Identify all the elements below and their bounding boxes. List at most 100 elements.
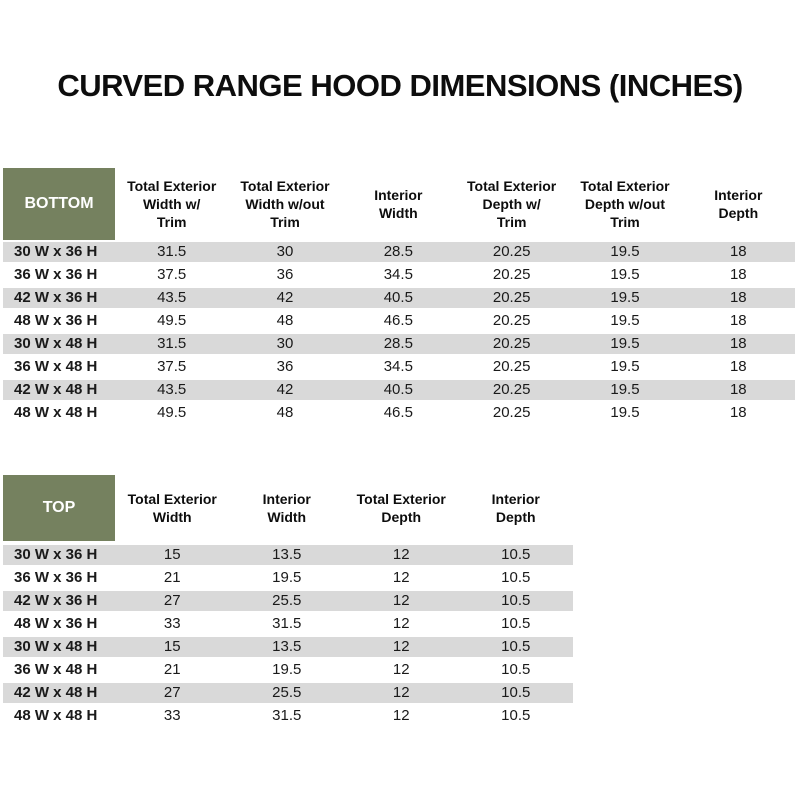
table-row: 36 W x 36 H 21 19.5 12 10.5: [3, 568, 573, 591]
value-cell-3: 20.25: [492, 312, 531, 329]
value-cell-0: 37.5: [157, 266, 187, 283]
table-top: TOP Total Exterior Width Interior Width Tot…: [3, 475, 573, 729]
value-cell-1: 36: [276, 358, 294, 375]
table-bottom: BOTTOM Total Exterior Width w/ Trim Total …: [3, 168, 795, 426]
value-cell-3: 10.5: [501, 615, 531, 632]
value-cell-3: 20.25: [492, 266, 531, 283]
value-cell-1: 36: [276, 266, 294, 283]
value-cell-4: 19.5: [610, 381, 640, 398]
table-row: 36 W x 48 H 37.5 36 34.5 20.25 19.5 18: [3, 357, 795, 380]
value-cell-3: 20.25: [492, 289, 531, 306]
table-row: 30 W x 48 H 15 13.5 12 10.5: [3, 637, 573, 660]
value-cell-2: 12: [392, 546, 410, 563]
value-cell-1: 25.5: [272, 684, 302, 701]
value-cell-5: 18: [729, 404, 747, 421]
value-cell-2: 12: [392, 707, 410, 724]
column-header-bottom-3: Total Exterior Depth w/ Trim: [467, 178, 557, 230]
row-label: 30 W x 36 H: [14, 243, 98, 260]
value-cell-2: 40.5: [383, 381, 413, 398]
value-cell-4: 19.5: [610, 243, 640, 260]
column-header-bottom-5: Interior Depth: [714, 187, 763, 221]
value-cell-0: 21: [163, 569, 181, 586]
value-cell-0: 49.5: [157, 312, 187, 329]
value-cell-3: 10.5: [501, 684, 531, 701]
value-cell-4: 19.5: [610, 335, 640, 352]
row-label: 30 W x 36 H: [14, 546, 98, 563]
value-cell-1: 13.5: [272, 638, 302, 655]
value-cell-5: 18: [729, 358, 747, 375]
column-header-bottom-1: Total Exterior Width w/out Trim: [240, 178, 330, 230]
value-cell-3: 10.5: [501, 661, 531, 678]
table-bottom-header-row: BOTTOM Total Exterior Width w/ Trim Total …: [3, 168, 795, 240]
value-cell-2: 12: [392, 661, 410, 678]
row-label: 36 W x 48 H: [14, 358, 98, 375]
value-cell-0: 43.5: [157, 289, 187, 306]
table-top-header-row: TOP Total Exterior Width Interior Width Tot…: [3, 475, 573, 541]
row-label: 36 W x 36 H: [14, 266, 98, 283]
value-cell-4: 19.5: [610, 266, 640, 283]
value-cell-4: 19.5: [610, 404, 640, 421]
value-cell-1: 19.5: [272, 569, 302, 586]
value-cell-2: 34.5: [383, 266, 413, 283]
value-cell-1: 30: [276, 243, 294, 260]
value-cell-1: 48: [276, 312, 294, 329]
value-cell-2: 40.5: [383, 289, 413, 306]
value-cell-3: 20.25: [492, 404, 531, 421]
value-cell-0: 43.5: [157, 381, 187, 398]
row-label: 36 W x 48 H: [14, 661, 98, 678]
page-title: CURVED RANGE HOOD DIMENSIONS (INCHES): [57, 68, 743, 103]
value-cell-0: 27: [163, 592, 181, 609]
table-row: 30 W x 48 H 31.5 30 28.5 20.25 19.5 18: [3, 334, 795, 357]
value-cell-0: 33: [163, 707, 181, 724]
row-label: 36 W x 36 H: [14, 569, 98, 586]
column-header-top-3: Interior Depth: [491, 491, 540, 525]
table-bottom-label: BOTTOM: [3, 168, 115, 240]
value-cell-3: 10.5: [501, 638, 531, 655]
value-cell-0: 15: [163, 638, 181, 655]
value-cell-1: 19.5: [272, 661, 302, 678]
table-top-label: TOP: [3, 475, 115, 541]
value-cell-1: 13.5: [272, 546, 302, 563]
value-cell-1: 42: [276, 381, 294, 398]
value-cell-4: 19.5: [610, 358, 640, 375]
row-label: 42 W x 36 H: [14, 592, 98, 609]
row-label: 48 W x 36 H: [14, 312, 98, 329]
value-cell-2: 12: [392, 615, 410, 632]
value-cell-3: 10.5: [501, 569, 531, 586]
value-cell-5: 18: [729, 266, 747, 283]
value-cell-0: 33: [163, 615, 181, 632]
row-label: 30 W x 48 H: [14, 638, 98, 655]
value-cell-1: 42: [276, 289, 294, 306]
value-cell-2: 12: [392, 569, 410, 586]
value-cell-5: 18: [729, 289, 747, 306]
value-cell-4: 19.5: [610, 312, 640, 329]
value-cell-2: 12: [392, 592, 410, 609]
value-cell-0: 15: [163, 546, 181, 563]
table-row: 36 W x 36 H 37.5 36 34.5 20.25 19.5 18: [3, 265, 795, 288]
value-cell-0: 21: [163, 661, 181, 678]
value-cell-1: 31.5: [272, 707, 302, 724]
value-cell-1: 30: [276, 335, 294, 352]
table-row: 48 W x 36 H 49.5 48 46.5 20.25 19.5 18: [3, 311, 795, 334]
table-row: 42 W x 36 H 27 25.5 12 10.5: [3, 591, 573, 614]
row-label: 42 W x 36 H: [14, 289, 98, 306]
value-cell-2: 28.5: [383, 243, 413, 260]
value-cell-5: 18: [729, 381, 747, 398]
value-cell-3: 20.25: [492, 381, 531, 398]
row-label: 30 W x 48 H: [14, 335, 98, 352]
table-row: 42 W x 36 H 43.5 42 40.5 20.25 19.5 18: [3, 288, 795, 311]
table-row: 48 W x 48 H 33 31.5 12 10.5: [3, 706, 573, 729]
value-cell-1: 31.5: [272, 615, 302, 632]
row-label: 48 W x 36 H: [14, 615, 98, 632]
table-row: 42 W x 48 H 43.5 42 40.5 20.25 19.5 18: [3, 380, 795, 403]
row-label: 48 W x 48 H: [14, 707, 98, 724]
value-cell-0: 37.5: [157, 358, 187, 375]
column-header-bottom-4: Total Exterior Depth w/out Trim: [580, 178, 670, 230]
table-row: 30 W x 36 H 15 13.5 12 10.5: [3, 545, 573, 568]
value-cell-1: 48: [276, 404, 294, 421]
table-row: 30 W x 36 H 31.5 30 28.5 20.25 19.5 18: [3, 242, 795, 265]
value-cell-3: 20.25: [492, 358, 531, 375]
column-header-bottom-2: Interior Width: [374, 187, 423, 221]
row-label: 42 W x 48 H: [14, 684, 98, 701]
value-cell-0: 31.5: [157, 335, 187, 352]
